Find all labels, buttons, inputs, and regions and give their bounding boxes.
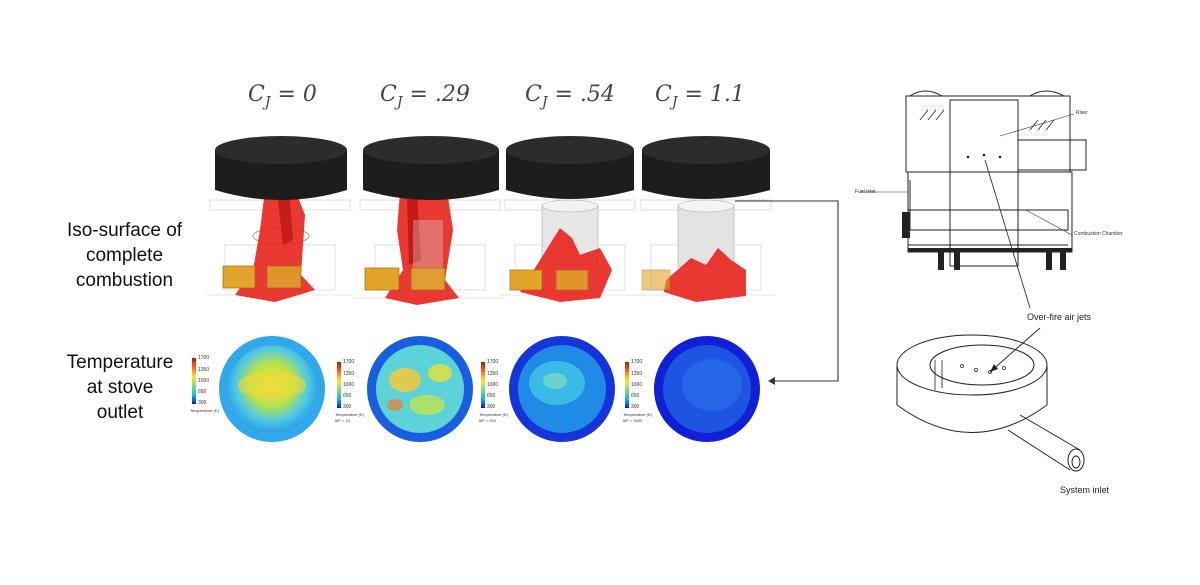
case-label-cj-029: CJ = .29: [380, 82, 470, 111]
label-fuel-inlet: Fuel Inlet: [855, 189, 876, 195]
iso-surface-render-cj-11: [636, 136, 776, 302]
temperature-contour-cj-11: [654, 336, 760, 442]
case-label-cj-054: CJ = .54: [525, 82, 615, 111]
temperature-legend-3: 1700 1350 1000 650 300 Temperature (K) M…: [479, 359, 508, 424]
temperature-contour-cj-029: [367, 336, 473, 442]
label-combustion-chamber: Combustion Chamber: [1074, 231, 1123, 237]
row-label-temperature: Temperature at stove outlet: [66, 352, 174, 423]
temperature-contour-cj-054: [509, 336, 615, 442]
iso-surface-render-cj-0: [205, 136, 355, 302]
temperature-legend-2: 1700 1350 1000 650 300 Temperature (K) M…: [335, 359, 364, 424]
iso-surface-render-cj-029: [355, 136, 505, 305]
row-label-iso-surface: Iso-surface of complete combustion: [66, 220, 183, 291]
case-label-cj-0: CJ = 0: [248, 82, 317, 111]
label-system-inlet: System inlet: [1060, 485, 1110, 495]
over-fire-air-ring-diagram: [896, 327, 1085, 472]
iso-surface-render-cj-054: [500, 136, 640, 302]
temperature-legend-1: 1700 1350 1000 650 300 Temperature (K): [190, 355, 219, 414]
connector-arrow: [735, 200, 839, 385]
temperature-contour-cj-0: [219, 336, 325, 442]
stove-cross-section-diagram: [860, 90, 1087, 309]
label-over-fire-air-jets: Over-fire air jets: [1027, 312, 1092, 322]
temperature-legend-4: 1700 1350 1000 650 300 Temperature (K) M…: [623, 359, 652, 424]
case-label-cj-11: CJ = 1.1: [655, 82, 745, 111]
label-riser: Riser: [1076, 110, 1088, 116]
